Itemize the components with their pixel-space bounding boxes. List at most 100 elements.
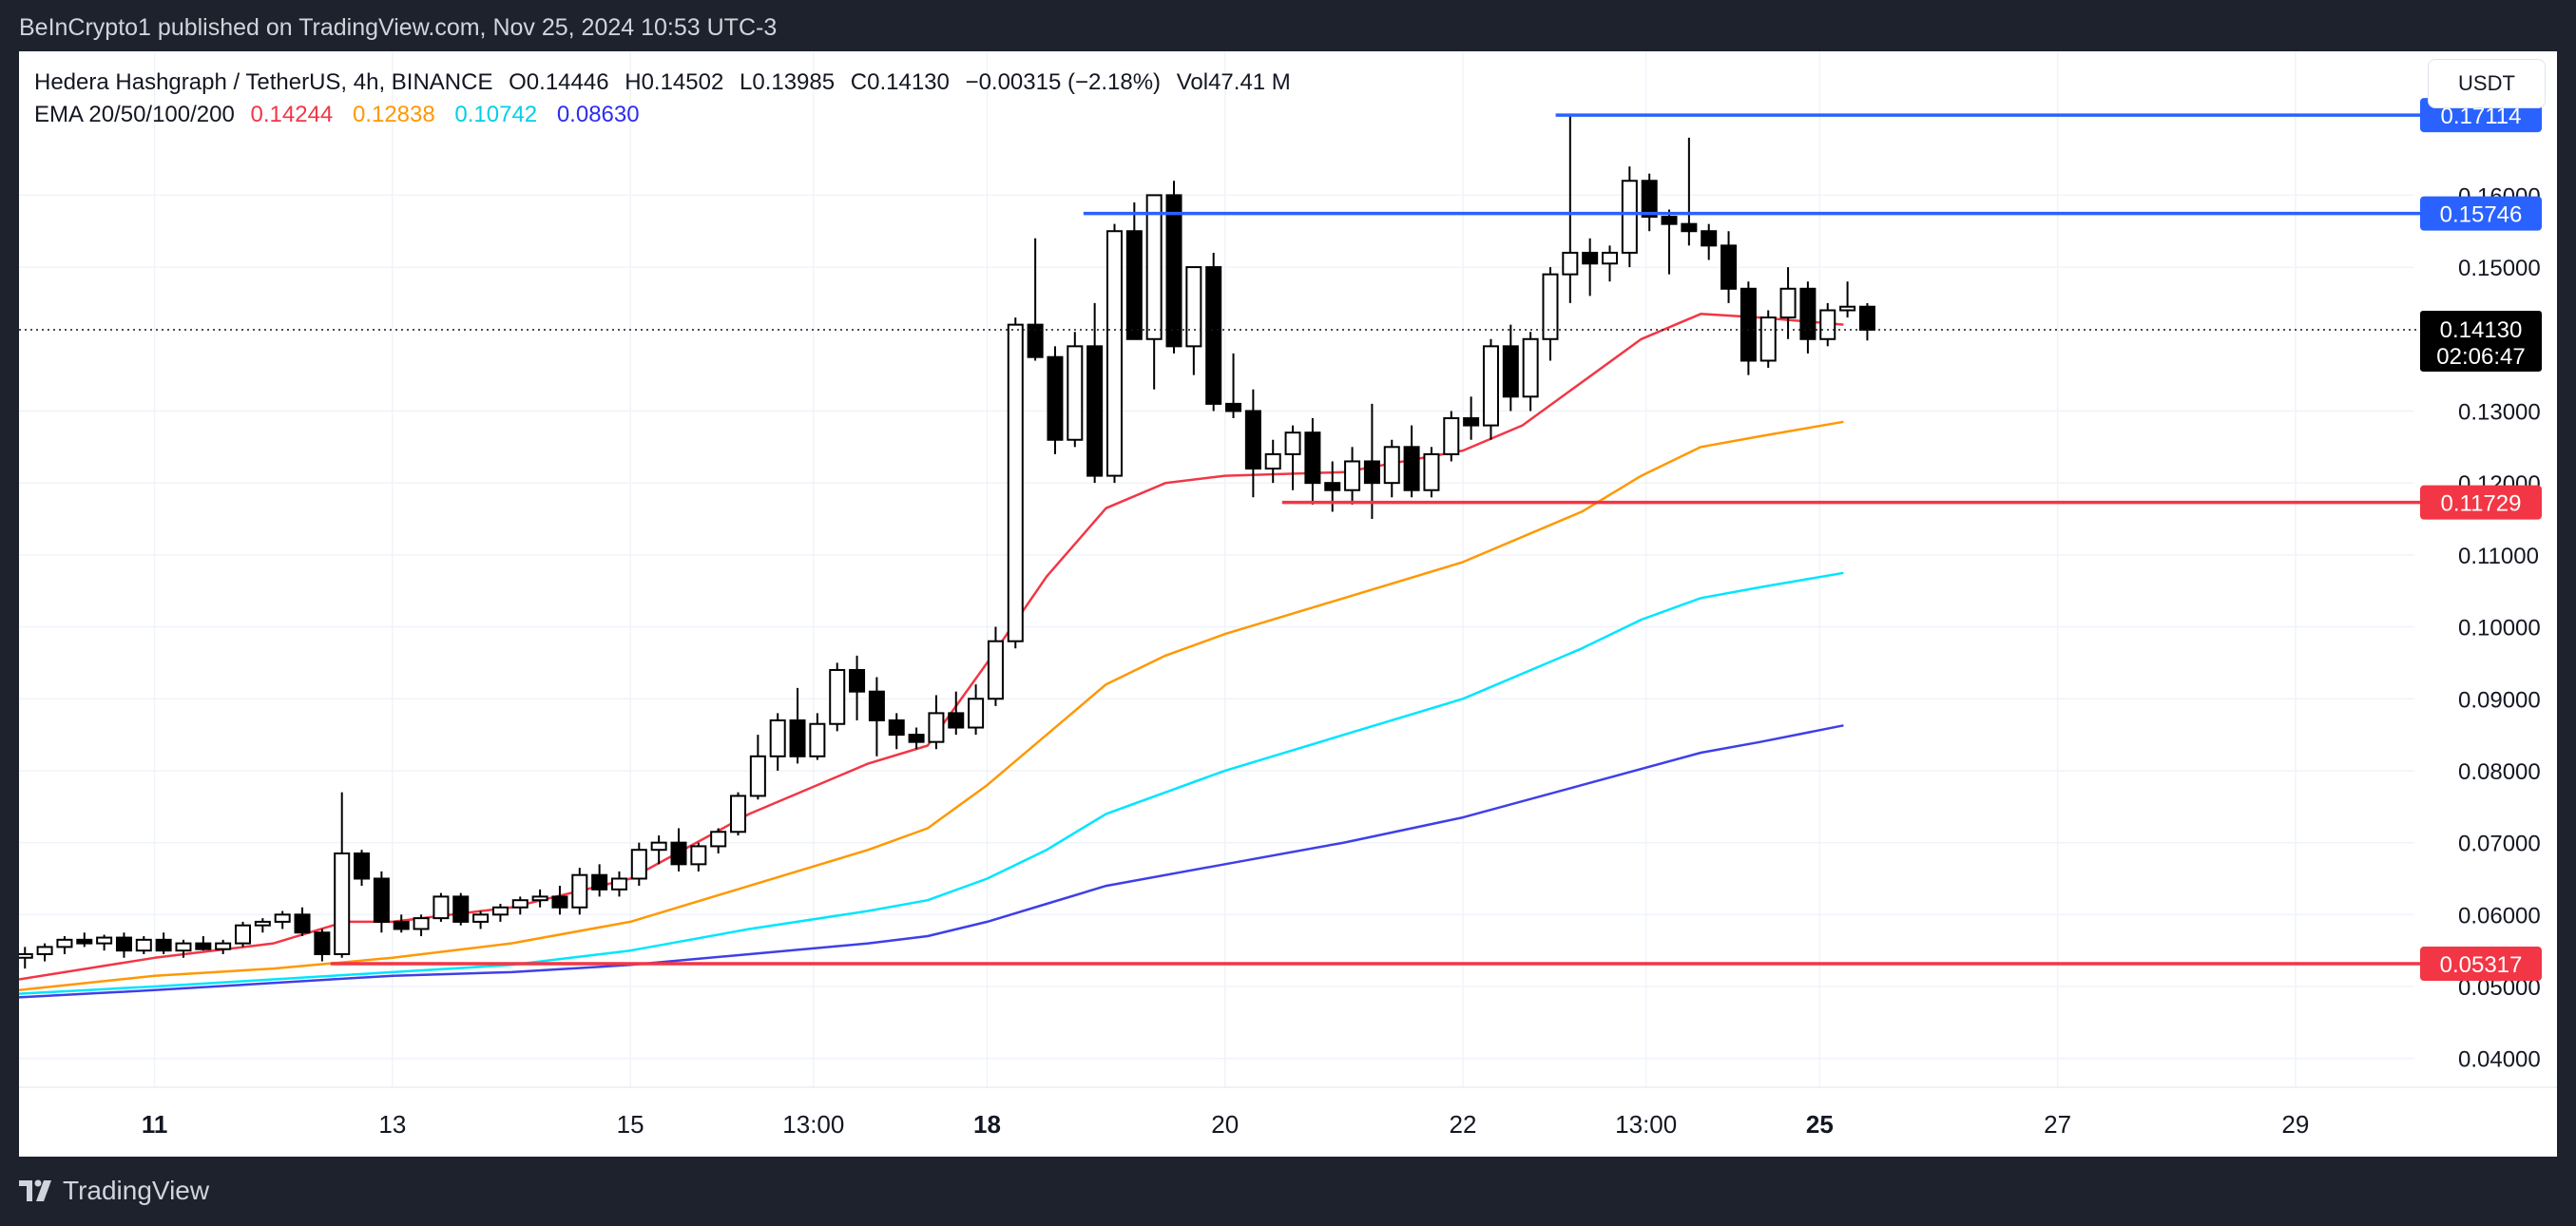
candle[interactable] (1324, 482, 1341, 491)
candle[interactable] (789, 718, 806, 757)
candle[interactable] (254, 920, 271, 927)
candle[interactable] (849, 668, 866, 693)
candle[interactable] (1681, 222, 1698, 233)
symbol-title[interactable]: Hedera Hashgraph / TetherUS, 4h, BINANCE (34, 69, 493, 95)
candle[interactable] (1086, 345, 1104, 477)
candle[interactable] (829, 668, 846, 725)
candle[interactable] (234, 924, 252, 945)
candle[interactable] (1721, 244, 1738, 290)
candle[interactable] (413, 917, 430, 930)
chart-panel[interactable]: 0.04000 0.05000 0.06000 0.07000 0.08000 0.090… (19, 51, 2557, 1157)
candle[interactable] (868, 690, 885, 721)
candle[interactable] (452, 895, 470, 923)
candle[interactable] (1522, 337, 1539, 398)
candle[interactable] (1463, 417, 1480, 427)
candle[interactable] (1423, 452, 1440, 491)
candle[interactable] (1383, 446, 1400, 485)
candle[interactable] (968, 698, 985, 729)
candle[interactable] (1284, 431, 1301, 455)
candle[interactable] (650, 841, 667, 852)
candle[interactable] (1601, 251, 1619, 265)
candle[interactable] (56, 938, 73, 948)
candle[interactable] (1482, 345, 1499, 427)
candle[interactable] (1661, 216, 1678, 225)
candle[interactable] (433, 895, 450, 920)
candle[interactable] (769, 718, 786, 757)
candle[interactable] (354, 852, 371, 880)
candle[interactable] (630, 849, 647, 880)
candle[interactable] (531, 895, 548, 902)
candle[interactable] (1759, 316, 1777, 362)
candle[interactable] (1225, 402, 1242, 412)
candle[interactable] (1819, 309, 1836, 340)
price-chart[interactable]: 0.040000.050000.060000.070000.080000.090… (19, 51, 2557, 1157)
candle[interactable] (175, 942, 192, 952)
candle[interactable] (710, 831, 727, 848)
candle[interactable] (1542, 273, 1559, 340)
candle[interactable] (36, 946, 53, 955)
candle[interactable] (334, 852, 351, 955)
candle[interactable] (591, 873, 608, 891)
candle[interactable] (294, 913, 311, 934)
candle[interactable] (1403, 446, 1420, 491)
candle[interactable] (1502, 345, 1519, 398)
currency-button[interactable]: USDT (2428, 59, 2546, 108)
tradingview-logo[interactable]: TradingView (17, 1176, 209, 1206)
candle[interactable] (511, 899, 529, 909)
candle[interactable] (1007, 323, 1024, 642)
candle[interactable] (571, 873, 588, 909)
candle[interactable] (1858, 305, 1875, 331)
candle[interactable] (610, 877, 627, 891)
candle[interactable] (749, 755, 766, 797)
candle[interactable] (987, 640, 1004, 700)
candle[interactable] (908, 734, 925, 743)
candle[interactable] (115, 936, 132, 952)
candle[interactable] (1701, 230, 1718, 247)
candle[interactable] (1740, 287, 1757, 362)
candle[interactable] (948, 712, 965, 729)
candle[interactable] (1363, 460, 1380, 485)
candle[interactable] (690, 845, 707, 866)
candle[interactable] (274, 913, 291, 923)
candle[interactable] (1562, 251, 1579, 276)
ema-label[interactable]: EMA 20/50/100/200 (34, 102, 235, 127)
candle[interactable] (1105, 230, 1123, 477)
candle[interactable] (393, 920, 410, 930)
candle[interactable] (670, 841, 687, 866)
candle[interactable] (1205, 266, 1222, 405)
candle[interactable] (96, 936, 113, 945)
candle[interactable] (1244, 410, 1261, 470)
candle[interactable] (928, 712, 945, 743)
candle[interactable] (19, 952, 33, 959)
candle[interactable] (76, 938, 93, 945)
candle[interactable] (1264, 452, 1281, 470)
candle[interactable] (135, 938, 152, 952)
candle[interactable] (1779, 287, 1797, 319)
candle[interactable] (809, 722, 826, 757)
candle[interactable] (1799, 287, 1817, 340)
candle[interactable] (195, 942, 212, 950)
candle[interactable] (1641, 180, 1658, 219)
candle[interactable] (373, 877, 390, 923)
candle[interactable] (1839, 305, 1856, 312)
candle[interactable] (215, 942, 232, 950)
candle[interactable] (1185, 266, 1202, 348)
candle[interactable] (314, 931, 331, 955)
candle[interactable] (472, 913, 490, 923)
candle[interactable] (1443, 417, 1460, 455)
candle[interactable] (551, 895, 568, 909)
candle[interactable] (1344, 460, 1361, 491)
candle[interactable] (155, 938, 172, 952)
candle[interactable] (1304, 431, 1321, 485)
candle[interactable] (1125, 230, 1143, 340)
candle[interactable] (491, 906, 509, 916)
candle[interactable] (888, 718, 905, 737)
candle[interactable] (1621, 180, 1638, 254)
candle[interactable] (1582, 251, 1599, 265)
candle[interactable] (1027, 323, 1044, 358)
candle[interactable] (730, 795, 747, 833)
candle[interactable] (1067, 345, 1084, 441)
candle[interactable] (1145, 194, 1163, 340)
candle[interactable] (1047, 355, 1064, 441)
candle[interactable] (1165, 194, 1182, 348)
